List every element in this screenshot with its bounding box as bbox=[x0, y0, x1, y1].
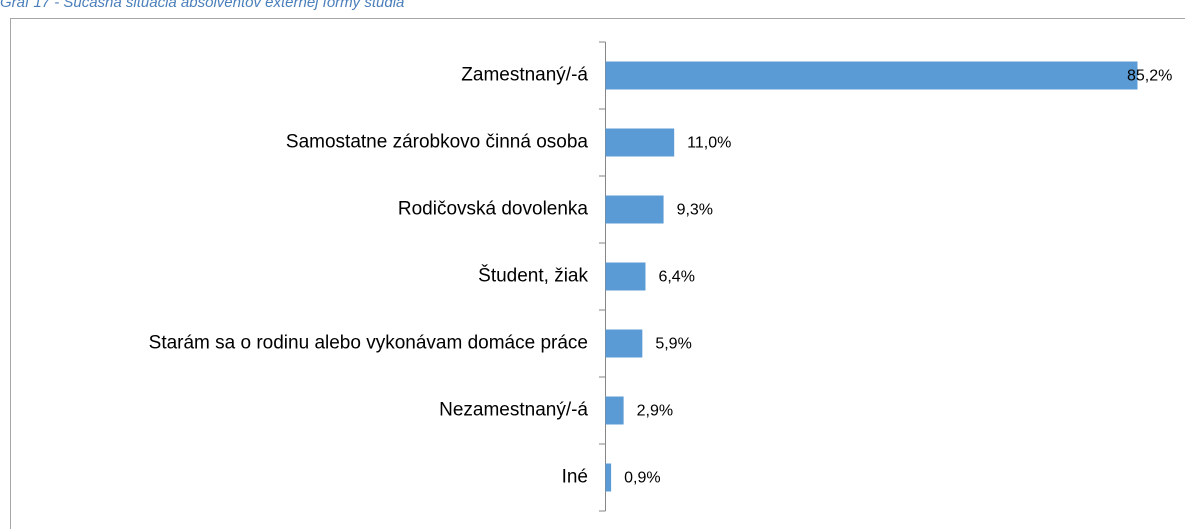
y-tick-label: Zamestnaný/-á bbox=[461, 65, 588, 86]
data-label: 2,9% bbox=[637, 403, 673, 420]
bar bbox=[605, 329, 643, 358]
bar bbox=[605, 463, 612, 492]
bar bbox=[605, 396, 624, 425]
bar bbox=[605, 61, 1138, 90]
chart-border bbox=[10, 18, 1185, 529]
bar bbox=[605, 128, 675, 157]
data-label: 11,0% bbox=[687, 135, 731, 152]
data-label: 5,9% bbox=[655, 336, 691, 353]
y-tick-label: Samostatne zárobkovo činná osoba bbox=[286, 132, 589, 153]
y-tick-label: Iné bbox=[562, 467, 588, 488]
y-tick-label: Nezamestnaný/-á bbox=[439, 400, 588, 421]
data-label: 6,4% bbox=[658, 269, 694, 286]
y-tick-label: Rodičovská dovolenka bbox=[398, 199, 589, 220]
chart-title: Graf 17 - Súčasná situácia absolventov e… bbox=[0, 0, 404, 11]
data-label: 9,3% bbox=[677, 202, 713, 219]
bar bbox=[605, 262, 646, 291]
y-tick-label: Starám sa o rodinu alebo vykonávam domác… bbox=[149, 333, 588, 354]
data-label: 85,2% bbox=[1127, 68, 1172, 85]
y-tick-label: Študent, žiak bbox=[478, 265, 588, 287]
bar bbox=[605, 195, 664, 224]
data-label: 0,9% bbox=[624, 470, 660, 487]
